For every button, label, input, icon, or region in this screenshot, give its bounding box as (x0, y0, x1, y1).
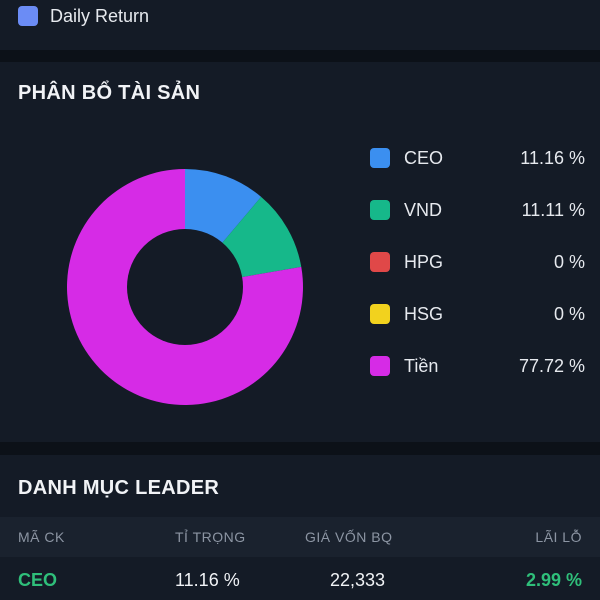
row-ticker[interactable]: CEO (18, 570, 58, 590)
legend-item-hsg[interactable]: HSG 0 % (370, 288, 585, 340)
allocation-donut-chart (67, 169, 304, 406)
ceo-swatch (370, 148, 390, 168)
legend-percent: 0 % (553, 251, 585, 272)
cash-swatch (370, 356, 390, 376)
hsg-swatch (370, 304, 390, 324)
legend-item-cash[interactable]: Tiền 77.72 % (370, 340, 585, 392)
legend-item-hpg[interactable]: HPG 0 % (370, 236, 585, 288)
legend-percent: 11.11 % (521, 199, 585, 220)
hpg-swatch (370, 252, 390, 272)
allocation-title: PHÂN BỔ TÀI SẢN (18, 82, 201, 104)
legend-percent: 0 % (553, 303, 585, 324)
col-avg-cost-header[interactable]: GIÁ VỐN BQ (305, 529, 393, 545)
donut-hole (127, 229, 243, 345)
daily-return-swatch (18, 6, 38, 26)
legend-name: HSG (404, 303, 444, 324)
legend-name: VND (404, 199, 443, 220)
asset-allocation-card: PHÂN BỔ TÀI SẢN CEO 11.16 % VND 11.11 % … (0, 62, 600, 442)
legend-name: CEO (404, 147, 444, 168)
table-row[interactable]: CEO 11.16 % 22,333 2.99 % (0, 560, 600, 600)
leader-portfolio-card: DANH MỤC LEADER MÃ CK TỈ TRỌNG GIÁ VỐN B… (0, 455, 600, 600)
chart-legend-strip: Daily Return (0, 0, 600, 50)
table-header: MÃ CK TỈ TRỌNG GIÁ VỐN BQ LÃI LỖ (0, 517, 600, 557)
leader-title: DANH MỤC LEADER (18, 477, 220, 499)
legend-percent: 77.72 % (518, 355, 585, 376)
col-ticker-header[interactable]: MÃ CK (18, 529, 65, 545)
legend-percent: 11.16 % (520, 147, 585, 168)
legend-name: Tiền (404, 355, 439, 376)
daily-return-label: Daily Return (50, 5, 150, 26)
col-weight-header[interactable]: TỈ TRỌNG (175, 529, 246, 545)
col-pnl-header[interactable]: LÃI LỖ (535, 529, 582, 545)
row-weight: 11.16 % (175, 570, 240, 590)
vnd-swatch (370, 200, 390, 220)
legend-name: HPG (404, 251, 444, 272)
row-avg-cost: 22,333 (330, 570, 386, 590)
allocation-legend: CEO 11.16 % VND 11.11 % HPG 0 % HSG 0 % … (370, 132, 585, 392)
row-pnl: 2.99 % (525, 570, 582, 590)
daily-return-legend[interactable]: Daily Return (18, 4, 149, 28)
legend-item-ceo[interactable]: CEO 11.16 % (370, 132, 585, 184)
legend-item-vnd[interactable]: VND 11.11 % (370, 184, 585, 236)
